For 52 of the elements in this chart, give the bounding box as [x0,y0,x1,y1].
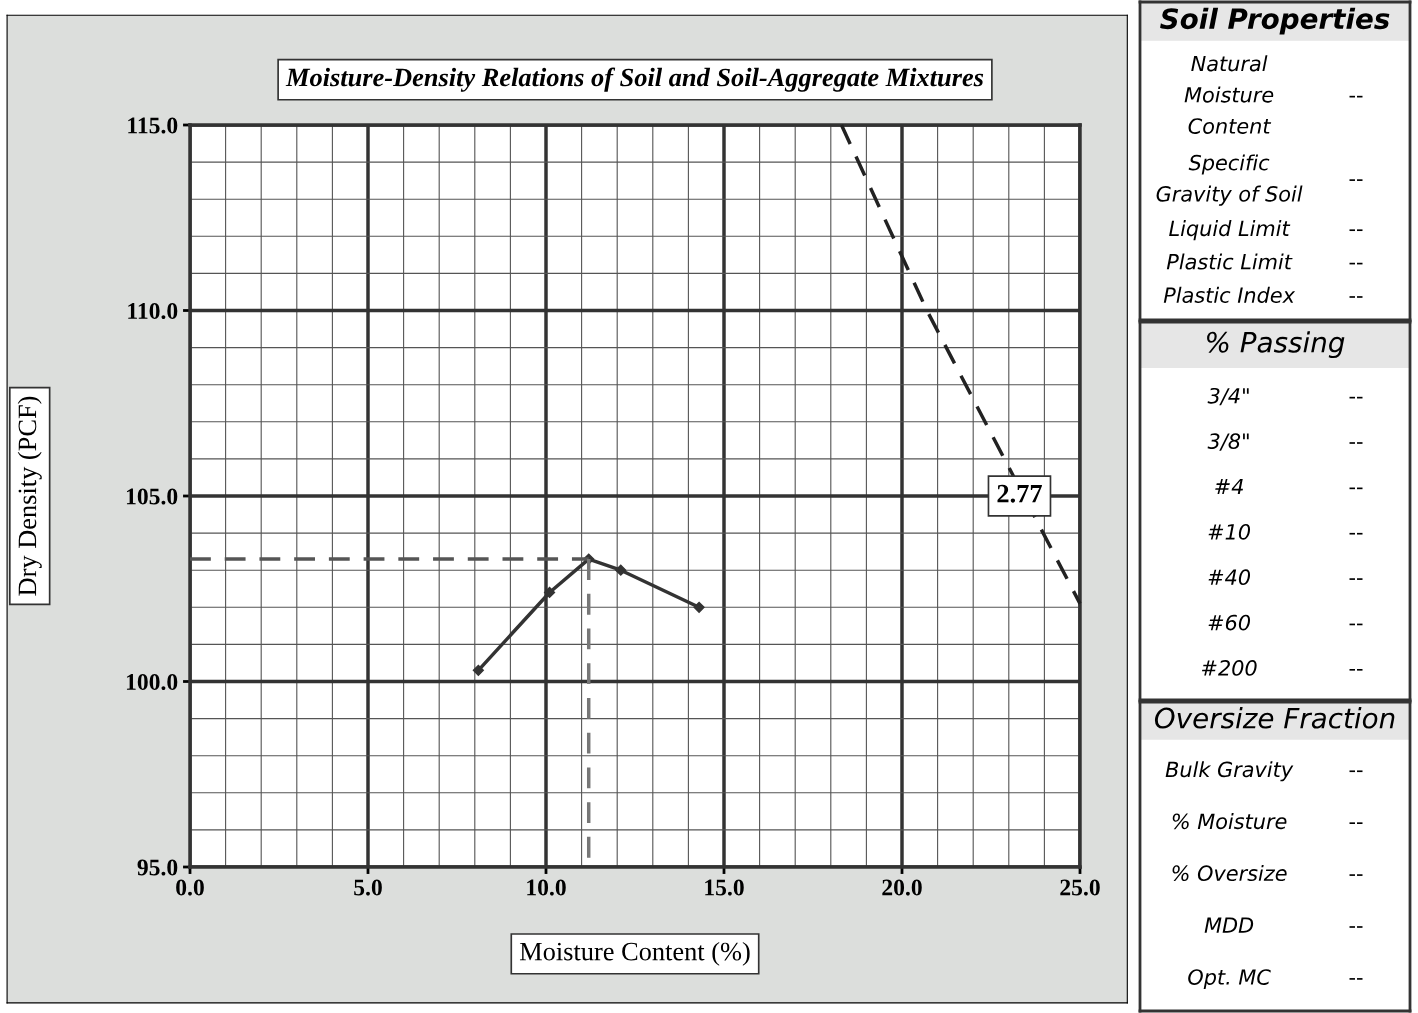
text: Liquid Limit [1169,220,1291,241]
text: Soil Properties [1160,7,1390,35]
y-tick-label: 100.0 [126,673,178,691]
text: % Passing [1207,331,1345,359]
text: -- [1349,623,1363,626]
y-axis-title: Dry Density (PCF) [17,396,42,596]
text: Natural Moisture Content [1184,55,1274,134]
text: Opt. MC [1188,969,1271,989]
x-tick-label: 15.0 [705,879,744,896]
text: -- [1349,770,1363,773]
text: Oversize Fraction [1154,707,1395,729]
y-tick-label: 115.0 [128,117,178,134]
text: 3/8" [1207,433,1249,451]
text: -- [1349,822,1363,824]
x-axis-title: Moisture Content (%) [519,941,750,966]
text: #10 [1208,523,1251,540]
text: Specific Gravity of Soil [1156,154,1303,206]
annotation: 2.77 [997,484,1042,503]
text: 3/4" [1207,387,1249,406]
text: -- [1349,532,1363,535]
text: Bulk Gravity [1165,761,1294,782]
text: -- [1349,396,1363,399]
text: -- [1349,442,1363,444]
text: Plastic Index [1163,286,1296,303]
text: % Oversize [1172,864,1287,882]
y-tick-label: 110.0 [128,302,178,320]
x-tick-label: 5.0 [354,879,382,896]
text: % Moisture [1172,813,1287,830]
text: -- [1349,874,1363,876]
text: -- [1349,95,1363,98]
text: -- [1349,926,1363,928]
text: Plastic Limit [1166,253,1293,270]
chart-title: Moisture-Density Relations of Soil and Soil-Aggregate Mixtures [285,67,984,92]
text: -- [1349,296,1363,298]
x-tick-label: 25.0 [1060,879,1100,896]
text: -- [1349,578,1363,580]
text: MDD [1204,917,1254,933]
text: -- [1349,229,1363,232]
x-tick-label: 10.0 [527,879,566,896]
x-tick-label: 0.0 [176,879,204,896]
text: #4 [1215,478,1243,495]
y-tick-label: 95.0 [137,859,178,876]
text: -- [1349,668,1363,671]
text: -- [1349,262,1363,265]
text: -- [1349,487,1363,490]
text: -- [1349,179,1363,181]
x-tick-label: 20.0 [882,879,922,896]
text: #60 [1208,614,1251,631]
text: #200 [1201,660,1257,676]
text: -- [1349,978,1363,980]
text: #40 [1208,569,1251,586]
y-tick-label: 105.0 [126,488,178,505]
